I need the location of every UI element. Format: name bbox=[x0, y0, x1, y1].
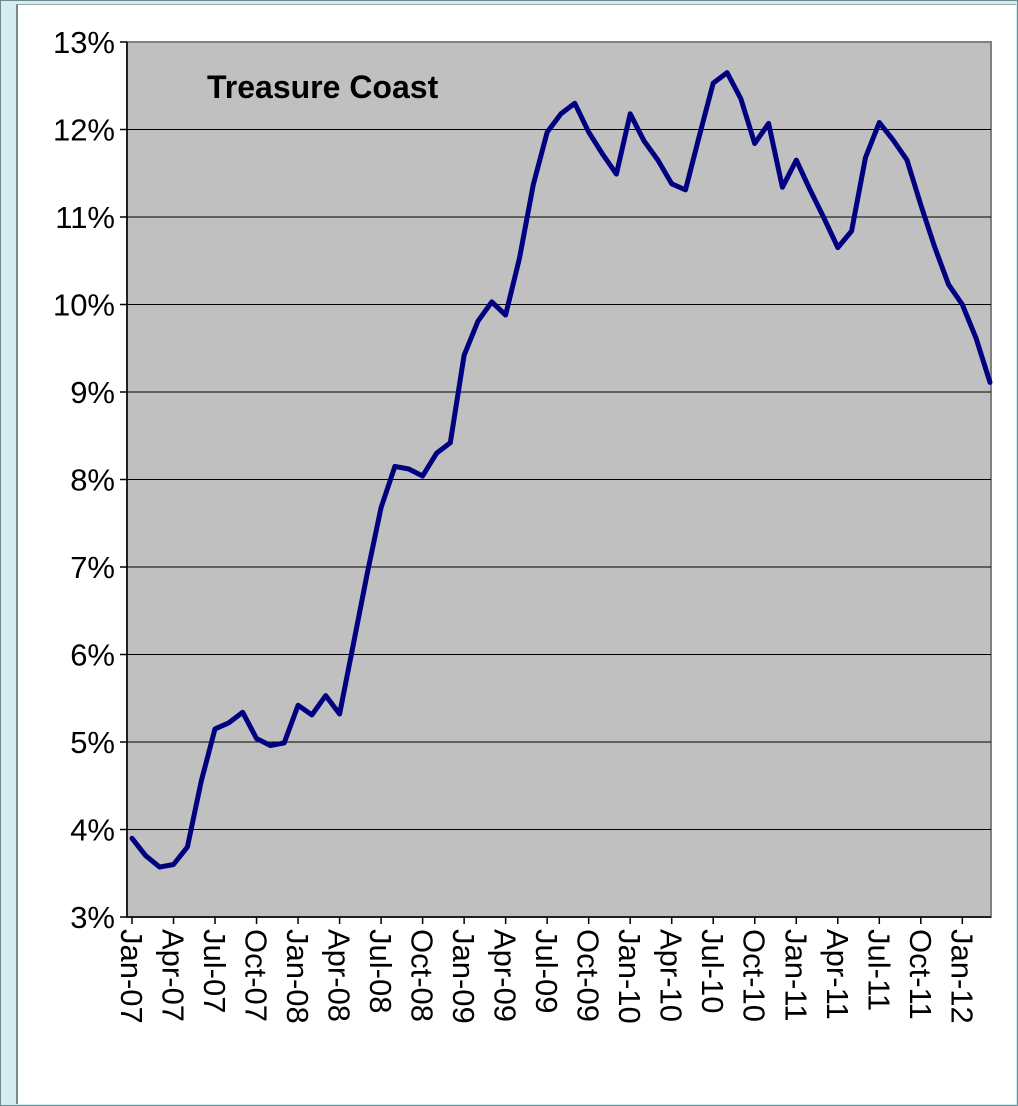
x-tick-label: Oct-07 bbox=[239, 929, 274, 1022]
y-tick-label: 11% bbox=[55, 200, 115, 235]
x-tick-label: Jan-07 bbox=[114, 929, 149, 1024]
x-tick-label: Jan-11 bbox=[778, 929, 813, 1022]
y-tick-label: 4% bbox=[70, 813, 115, 848]
line-chart: 3%4%5%6%7%8%9%10%11%12%13% Jan-07 Apr-07 J… bbox=[53, 25, 993, 1024]
y-tick-label: 6% bbox=[70, 638, 115, 673]
x-axis: Jan-07 Apr-07 Jul-07 Oct-07 Jan-08 Apr-08 Jul-… bbox=[114, 916, 991, 1024]
series-lines bbox=[129, 70, 993, 870]
y-tick-label: 12% bbox=[53, 113, 115, 148]
y-tick-label: 7% bbox=[70, 550, 115, 585]
y-tick-label: 8% bbox=[70, 463, 115, 498]
y-tick-label: 9% bbox=[70, 375, 115, 410]
x-tick-label: Jul-10 bbox=[695, 929, 730, 1013]
y-tick-label: 5% bbox=[70, 725, 115, 760]
x-tick-label: Oct-08 bbox=[405, 929, 440, 1022]
chart-panel: 3% 4% 5% 6% 7% 8% 9% 10% 11% 12% 13% Jan-07 Apr-07 J… bbox=[16, 4, 1016, 1104]
x-tick-label: Jul-07 bbox=[197, 929, 232, 1013]
x-tick-label: Apr-11 bbox=[820, 929, 855, 1020]
x-tick-label: Jul-09 bbox=[529, 929, 564, 1013]
y-tick-label: 10% bbox=[53, 288, 115, 323]
y-axis: 3% 4% 5% 6% 7% 8% 9% 10% 11% 12% 13% bbox=[53, 25, 128, 935]
y-tick-label: 13% bbox=[53, 25, 115, 60]
x-tick-label: Jan-09 bbox=[446, 929, 481, 1024]
y-tick-label: 3% bbox=[70, 900, 115, 935]
x-tick-label: Oct-09 bbox=[571, 929, 606, 1022]
x-tick-label: Apr-07 bbox=[156, 929, 191, 1022]
x-tick-label: Apr-10 bbox=[654, 929, 689, 1022]
chart-title: Treasure Coast bbox=[207, 69, 439, 105]
x-tick-label: Jan-10 bbox=[612, 929, 647, 1024]
series-line bbox=[129, 70, 993, 870]
x-tick-label: Jan-08 bbox=[280, 929, 315, 1024]
x-tick-label: Apr-09 bbox=[488, 929, 523, 1022]
x-tick-label: Oct-11 bbox=[903, 929, 938, 1020]
x-tick-label: Apr-08 bbox=[322, 929, 357, 1022]
x-tick-label: Jan-12 bbox=[944, 929, 979, 1024]
x-tick-label: Jul-11 bbox=[861, 929, 896, 1011]
x-tick-label: Jul-08 bbox=[363, 929, 398, 1013]
gridlines bbox=[127, 129, 991, 830]
x-tick-label: Oct-10 bbox=[737, 929, 772, 1022]
